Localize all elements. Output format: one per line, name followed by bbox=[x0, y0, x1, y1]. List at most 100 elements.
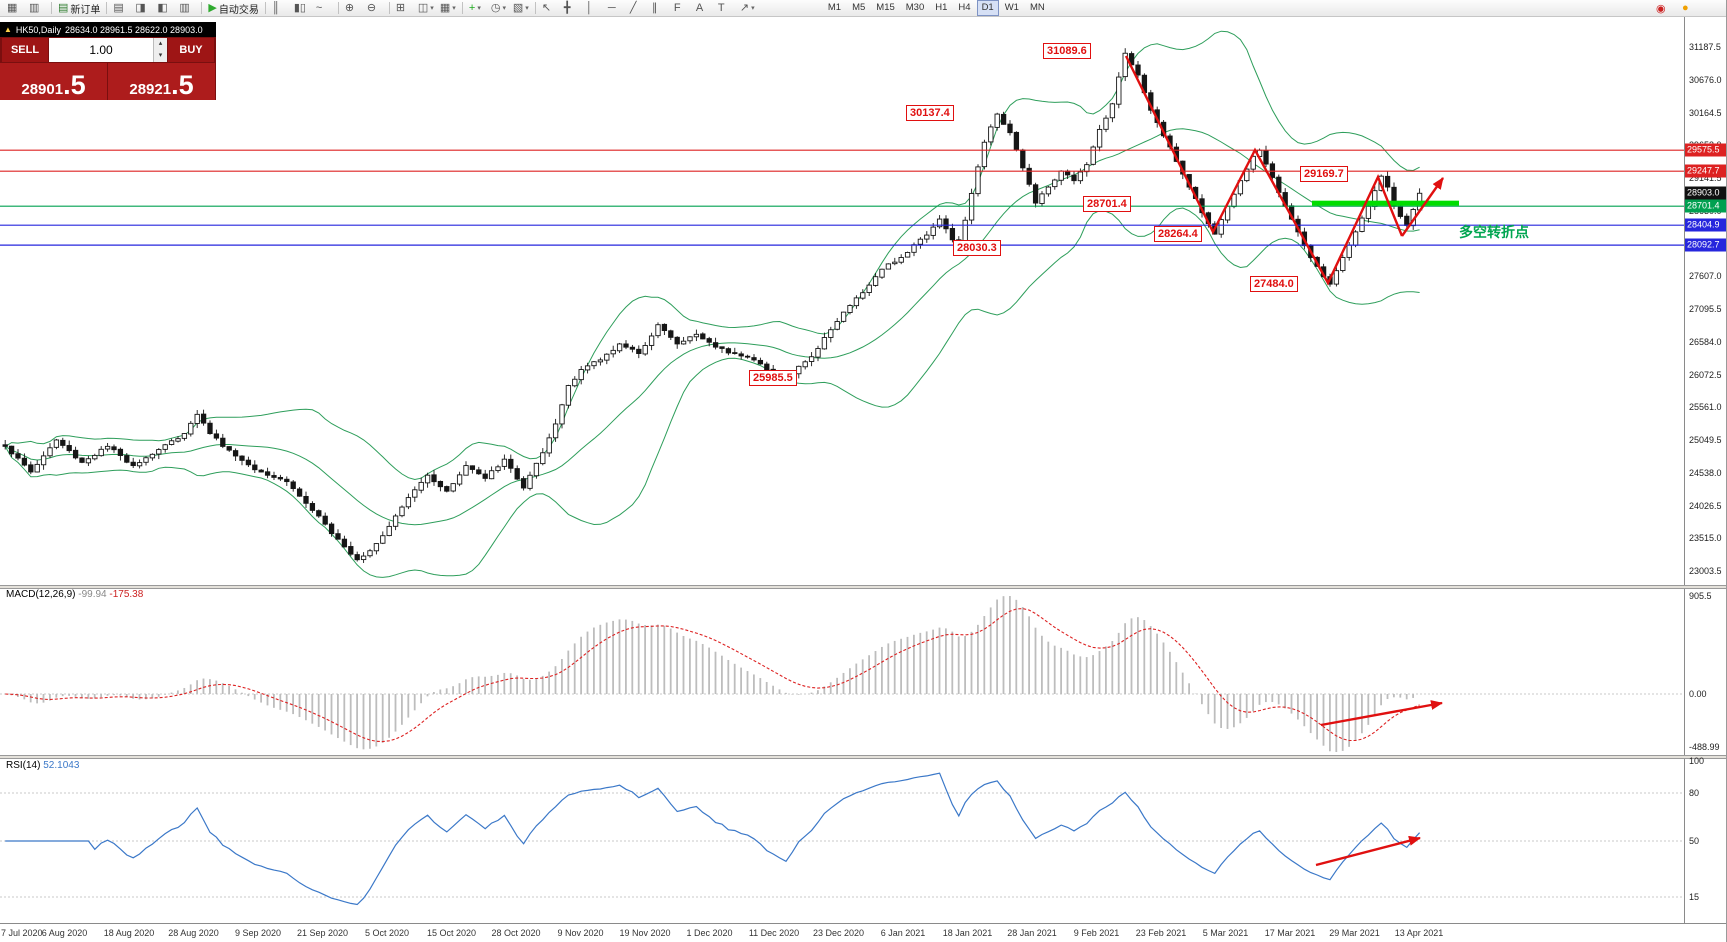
line-chart-icon[interactable]: ~ bbox=[315, 1, 323, 14]
buy-button-label: BUY bbox=[179, 44, 203, 56]
rsi-panel-splitter[interactable] bbox=[0, 755, 1726, 759]
date-label: 21 Sep 2020 bbox=[296, 928, 349, 938]
buy-price[interactable]: 28921.5 bbox=[108, 63, 216, 100]
profiles-icon[interactable]: ▥ bbox=[29, 1, 40, 14]
volume-up-button[interactable]: ▴ bbox=[154, 38, 167, 50]
price-callout[interactable]: 27484.0 bbox=[1250, 276, 1298, 292]
date-label: 1 Dec 2020 bbox=[686, 928, 733, 938]
price-callout[interactable]: 28701.4 bbox=[1083, 196, 1131, 212]
indicators-add-icon[interactable]: + ▾ bbox=[468, 1, 481, 14]
zoom-in-icon[interactable]: ⊕ bbox=[344, 1, 355, 14]
macd-panel-splitter[interactable] bbox=[0, 585, 1726, 589]
price-callout[interactable]: 25985.5 bbox=[749, 370, 797, 386]
date-label: 13 Apr 2021 bbox=[1394, 928, 1444, 938]
periods-icon[interactable]: ◷ ▾ bbox=[490, 1, 506, 14]
text-label-icon[interactable]: T bbox=[717, 1, 725, 14]
market-watch-icon[interactable]: ▤ bbox=[113, 1, 124, 14]
chart-legend: ▲ HK50,Daily 28634.0 28961.5 28622.0 289… bbox=[0, 22, 216, 37]
price-callout[interactable]: 28030.3 bbox=[953, 240, 1001, 256]
date-label: 19 Nov 2020 bbox=[619, 928, 671, 938]
horizontal-line-icon[interactable]: ─ bbox=[607, 1, 616, 14]
rsi-axis-label: 100 bbox=[1689, 756, 1705, 766]
toolbar-separator bbox=[106, 2, 108, 14]
support-zone-line[interactable] bbox=[1312, 200, 1459, 206]
date-label: 18 Aug 2020 bbox=[103, 928, 155, 938]
volume-stepper: ▴ ▾ bbox=[153, 38, 167, 62]
toolbar-separator bbox=[337, 2, 339, 14]
price-callout[interactable]: 29169.7 bbox=[1300, 166, 1348, 182]
vertical-line-icon[interactable]: │ bbox=[585, 1, 593, 14]
text-icon[interactable]: A bbox=[695, 1, 704, 14]
macd-trend-arrow[interactable] bbox=[1320, 700, 1443, 727]
date-label: 9 Feb 2021 bbox=[1073, 928, 1120, 938]
cursor-icon[interactable]: ↖ bbox=[541, 1, 552, 14]
turning-point-label: 多空转折点 bbox=[1459, 224, 1529, 240]
macd-name: MACD(12,26,9) bbox=[6, 589, 76, 600]
fibonacci-icon[interactable]: F bbox=[673, 1, 681, 14]
terminal-icon[interactable]: ▥ bbox=[179, 1, 190, 14]
trend-zigzag-arrows[interactable] bbox=[1124, 55, 1444, 286]
price-axis-label: 31187.5 bbox=[1689, 42, 1721, 52]
date-label: 15 Oct 2020 bbox=[426, 928, 477, 938]
macd-label: MACD(12,26,9) -99.94 -175.38 bbox=[6, 589, 143, 600]
zoom-out-icon[interactable]: ⊖ bbox=[366, 1, 377, 14]
price-callout[interactable]: 30137.4 bbox=[906, 105, 954, 121]
trade-controls: SELL 1.00 ▴ ▾ BUY bbox=[0, 37, 216, 63]
price-axis-label: 25049.5 bbox=[1689, 435, 1722, 445]
equidistant-channel-icon[interactable]: ∥ bbox=[651, 1, 658, 14]
timeframe-d1[interactable]: D1 bbox=[976, 0, 999, 16]
toolbar: ▦ ▥ ▤ 新订单 ▤ ◨ ◧ ▥ ▶ 自动交易 ║ ▮▯ ~ ⊕ ⊖ ⊞ ◫ ▾ ▦ ▾ + ▾ ◷ ▾ ▧ ▾ ↖ ╋ │ ─ ╱ ∥ F A… bbox=[0, 0, 1726, 17]
sell-button[interactable]: SELL bbox=[1, 38, 49, 62]
ohlc-bars-icon[interactable]: ║ bbox=[271, 1, 280, 14]
time-axis-border bbox=[0, 923, 1726, 924]
timeframe-m30[interactable]: M30 bbox=[905, 2, 925, 13]
timeframe-h4[interactable]: H4 bbox=[958, 2, 971, 13]
date-label: 5 Oct 2020 bbox=[364, 928, 410, 938]
timeframe-m5[interactable]: M5 bbox=[852, 2, 866, 13]
data-window-icon[interactable]: ◨ bbox=[135, 1, 146, 14]
price-axis-label: 27607.0 bbox=[1689, 271, 1722, 282]
date-label: 17 Mar 2021 bbox=[1264, 928, 1316, 938]
price-chart-canvas[interactable] bbox=[0, 17, 1684, 923]
ohlc-values: 28634.0 28961.5 28622.0 28903.0 bbox=[64, 24, 203, 35]
rsi-trend-arrow[interactable] bbox=[1315, 835, 1421, 867]
price-tag-29247.7: 29247.7 bbox=[1685, 164, 1726, 178]
timeframe-m1[interactable]: M1 bbox=[827, 2, 842, 13]
macd-axis-label: 905.5 bbox=[1689, 591, 1712, 601]
buy-button[interactable]: BUY bbox=[167, 38, 215, 62]
timeframe-m15[interactable]: M15 bbox=[876, 2, 895, 13]
price-scale-border bbox=[1684, 17, 1685, 923]
new-chart-icon[interactable]: ▦ bbox=[7, 1, 18, 14]
volume-box: 1.00 ▴ ▾ bbox=[49, 38, 167, 62]
autotrading-button[interactable]: ▶ 自动交易 bbox=[208, 1, 259, 16]
tile-windows-icon[interactable]: ⊞ bbox=[395, 1, 406, 14]
crosshair-icon[interactable]: ╋ bbox=[563, 1, 571, 14]
timeframe-bar: M1 M5 M15 M30 H1 H4 D1 W1 MN bbox=[823, 0, 1050, 16]
candlestick-chart-icon[interactable]: ▮▯ bbox=[293, 1, 306, 14]
navigator-icon[interactable]: ◧ bbox=[157, 1, 168, 14]
timeframe-w1[interactable]: W1 bbox=[1004, 2, 1019, 13]
auto-arrange-icon[interactable]: ◫ ▾ bbox=[417, 1, 434, 14]
new-order-button[interactable]: ▤ 新订单 bbox=[58, 1, 101, 16]
timeframe-mn[interactable]: MN bbox=[1029, 2, 1045, 13]
mql5-community-icon[interactable]: ◉ bbox=[1656, 2, 1666, 15]
grid-icon[interactable]: ▦ ▾ bbox=[439, 1, 456, 14]
toolbar-separator bbox=[534, 2, 536, 14]
timeframe-h1[interactable]: H1 bbox=[935, 2, 948, 13]
sell-price[interactable]: 28901.5 bbox=[0, 63, 108, 100]
sell-button-label: SELL bbox=[10, 44, 40, 56]
price-callout[interactable]: 28264.4 bbox=[1154, 226, 1202, 242]
volume-input[interactable]: 1.00 bbox=[89, 43, 113, 57]
rsi-name: RSI(14) bbox=[6, 760, 41, 771]
trendline-icon[interactable]: ╱ bbox=[629, 1, 637, 14]
date-label: 23 Feb 2021 bbox=[1135, 928, 1187, 938]
price-axis-label: 30676.0 bbox=[1689, 74, 1722, 85]
templates-icon[interactable]: ▧ ▾ bbox=[512, 1, 529, 14]
bollinger-bands bbox=[4, 30, 1420, 578]
volume-down-button[interactable]: ▾ bbox=[154, 50, 167, 62]
arrows-tool-icon[interactable]: ↗ ▾ bbox=[739, 1, 755, 14]
price-callout[interactable]: 31089.6 bbox=[1043, 43, 1091, 59]
sell-price-main: 28901 bbox=[21, 81, 64, 98]
notifications-icon[interactable]: ● bbox=[1682, 2, 1689, 14]
